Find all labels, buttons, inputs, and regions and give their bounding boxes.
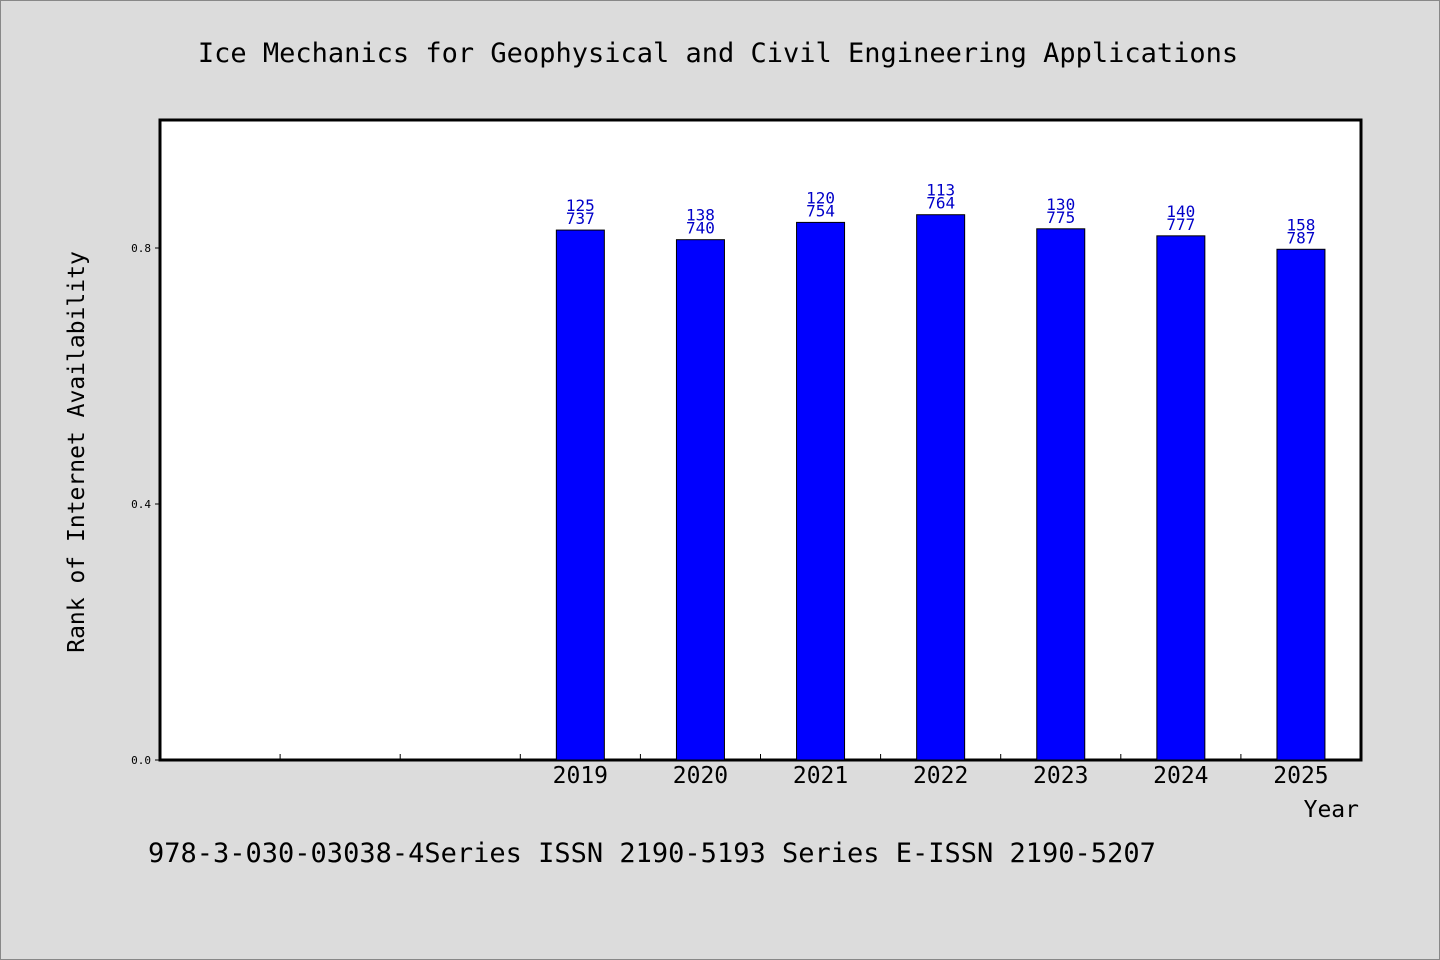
- data-label-top: 140: [1166, 202, 1195, 221]
- data-label-top: 130: [1046, 195, 1075, 214]
- bars-group: [555, 214, 1326, 761]
- x-tick-label: 2025: [1273, 763, 1328, 789]
- x-tick-label: 2019: [553, 763, 608, 789]
- x-axis-label: Year: [1304, 797, 1359, 823]
- y-tick-label: 0.4: [131, 498, 151, 511]
- x-tick-label: 2023: [1033, 763, 1088, 789]
- y-axis-label: Rank of Internet Availability: [64, 251, 90, 653]
- x-tick-label: 2021: [793, 763, 848, 789]
- x-tick-label: 2020: [673, 763, 728, 789]
- x-axis: 2019 2020 2021 2022 2023 2024 2025: [279, 754, 1329, 789]
- bar-2024: [1156, 235, 1206, 761]
- bar-2023: [1036, 228, 1086, 761]
- footer-isbn-issn: 978-3-030-03038-4Series ISSN 2190-5193 S…: [148, 838, 1156, 869]
- data-label-top: 113: [926, 181, 955, 200]
- chart-title: Ice Mechanics for Geophysical and Civil …: [198, 38, 1238, 69]
- data-label-bottom: 787: [1286, 228, 1315, 247]
- data-label-bottom: 777: [1166, 215, 1195, 234]
- x-tick-label: 2022: [913, 763, 968, 789]
- bar-2025: [1276, 248, 1326, 761]
- x-tick-label: 2024: [1153, 763, 1208, 789]
- bar-2021: [796, 221, 846, 761]
- data-label-top: 120: [806, 188, 835, 207]
- data-label-bottom: 737: [566, 209, 595, 228]
- data-label-bottom: 754: [806, 201, 835, 220]
- data-label-top: 138: [686, 206, 715, 225]
- data-label-bottom: 775: [1046, 208, 1075, 227]
- y-tick-label: 0.8: [131, 242, 151, 255]
- y-tick-label: 0.0: [131, 754, 151, 767]
- data-label-bottom: 764: [926, 194, 955, 213]
- bar-2020: [675, 239, 725, 761]
- data-label-top: 125: [566, 196, 595, 215]
- bar-2019: [555, 229, 605, 761]
- bar-2022: [916, 214, 966, 761]
- data-label-bottom: 740: [686, 219, 715, 238]
- y-axis: 0.0 0.4 0.8: [131, 242, 160, 767]
- data-label-top: 158: [1286, 215, 1315, 234]
